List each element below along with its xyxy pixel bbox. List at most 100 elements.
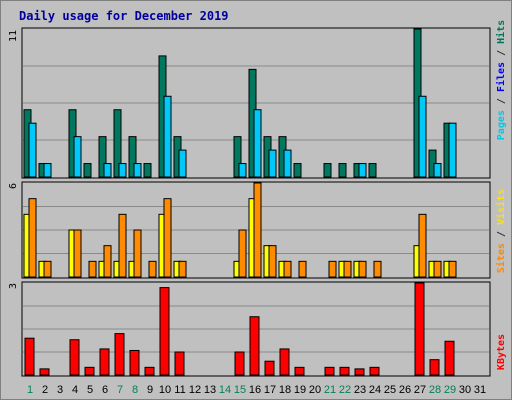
bar-hits-day-22 [338,163,347,178]
legend-part: Pages [496,110,507,140]
bar-files-day-23 [358,163,367,178]
bar-kbytes-day-9 [144,366,155,376]
bar-files-day-27 [418,95,427,178]
bar-sites-day-5 [88,260,97,278]
day-label-21: 21 [324,384,336,396]
bar-hits-day-6 [98,136,107,178]
series-kbytes [24,282,455,376]
bar-kbytes-day-27 [414,282,425,376]
panel-kbytes: 3 KBytes [8,281,507,377]
legend-part: KBytes [496,334,507,370]
bar-files-day-2 [43,163,52,178]
day-label-27: 27 [414,384,426,396]
bar-kbytes-day-8 [129,349,140,376]
day-label-7: 7 [117,384,123,396]
bar-sites-day-9 [148,260,157,278]
bar-hits-day-9 [143,163,152,178]
bar-kbytes-day-4 [69,339,80,376]
legend-part: Visits [495,189,507,225]
day-label-28: 28 [429,384,441,396]
day-label-10: 10 [159,384,171,396]
legend-part: / [496,92,507,110]
bar-sites-day-2 [43,260,52,278]
day-label-5: 5 [87,384,93,396]
bar-files-day-15 [238,163,247,178]
bar-sites-day-18 [283,260,292,278]
day-label-26: 26 [399,384,411,396]
day-label-24: 24 [369,384,381,396]
bar-files-day-16 [253,109,262,178]
x-axis-day-labels: 1 2 3 4 5 6 7 8 9 10 11 12 13 14 15 16 17 18 19 20 21 22 23 24 2… [27,384,486,396]
panel-hits: 11 Pages / Files / Hits [8,20,507,179]
bar-sites-day-23 [358,260,367,278]
panel-kbytes-legend: KBytes [496,334,507,370]
bar-files-day-28 [433,163,442,178]
bar-hits-day-8 [128,136,137,178]
bar-sites-day-15 [238,229,247,278]
day-label-16: 16 [249,384,261,396]
bar-files-day-17 [268,149,277,178]
bar-files-day-4 [73,136,82,178]
legend-part: Hits [495,20,507,44]
bar-hits-day-7 [113,109,122,178]
day-label-14: 14 [219,384,231,396]
bar-sites-day-1 [28,198,37,278]
day-label-23: 23 [354,384,366,396]
bar-files-day-10 [163,95,172,178]
bar-sites-day-22 [343,260,352,278]
legend-part: / [496,225,507,243]
chart-panels: 11 Pages / Files / Hits 6 Sites / Visits 3 KB… [8,20,507,377]
day-label-6: 6 [102,384,108,396]
bar-sites-day-6 [103,245,112,278]
bar-kbytes-day-18 [279,348,290,376]
bar-hits-day-19 [293,163,302,178]
day-label-15: 15 [234,384,246,396]
bar-files-day-29 [448,122,457,178]
bar-kbytes-day-24 [369,366,380,376]
legend-part: / [496,44,507,62]
series-files [28,95,457,178]
day-label-30: 30 [459,384,471,396]
day-label-22: 22 [339,384,351,396]
bar-sites-day-29 [448,260,457,278]
bar-sites-day-24 [373,260,382,278]
bar-files-day-6 [103,163,112,178]
bar-kbytes-day-21 [324,366,335,376]
panel-visits: 6 Sites / Visits [8,181,507,279]
bar-kbytes-day-22 [339,366,350,376]
bar-sites-day-28 [433,260,442,278]
day-label-2: 2 [42,384,48,396]
bar-kbytes-day-23 [354,368,365,376]
bar-kbytes-day-6 [99,348,110,376]
panel-kbytes-ymax-label: 3 [8,283,19,289]
day-label-13: 13 [204,384,216,396]
day-label-11: 11 [174,384,185,396]
bar-hits-day-15 [233,136,242,178]
bar-files-day-1 [28,122,37,178]
panel-hits-legend: Pages / Files / Hits [495,20,507,140]
day-label-18: 18 [279,384,291,396]
bar-sites-day-16 [253,182,262,278]
bar-files-day-18 [283,149,292,178]
bar-sites-day-11 [178,260,187,278]
bar-kbytes-day-15 [234,351,245,376]
bar-sites-day-7 [118,213,127,278]
panel-hits-ymax-label: 11 [8,30,19,42]
day-label-12: 12 [189,384,201,396]
bar-sites-day-27 [418,213,427,278]
panel-visits-legend: Sites / Visits [495,189,507,273]
bar-sites-day-8 [133,229,142,278]
day-label-1: 1 [27,384,33,396]
bar-files-day-7 [118,163,127,178]
day-label-25: 25 [384,384,396,396]
bar-kbytes-day-11 [174,351,185,376]
bar-sites-day-10 [163,198,172,278]
day-label-17: 17 [264,384,276,396]
bar-sites-day-21 [328,260,337,278]
legend-part: Files [495,62,507,92]
day-label-4: 4 [72,384,78,396]
bar-kbytes-day-10 [159,287,170,376]
bar-hits-day-21 [323,163,332,178]
chart-title: Daily usage for December 2019 [19,9,229,23]
day-label-20: 20 [309,384,321,396]
